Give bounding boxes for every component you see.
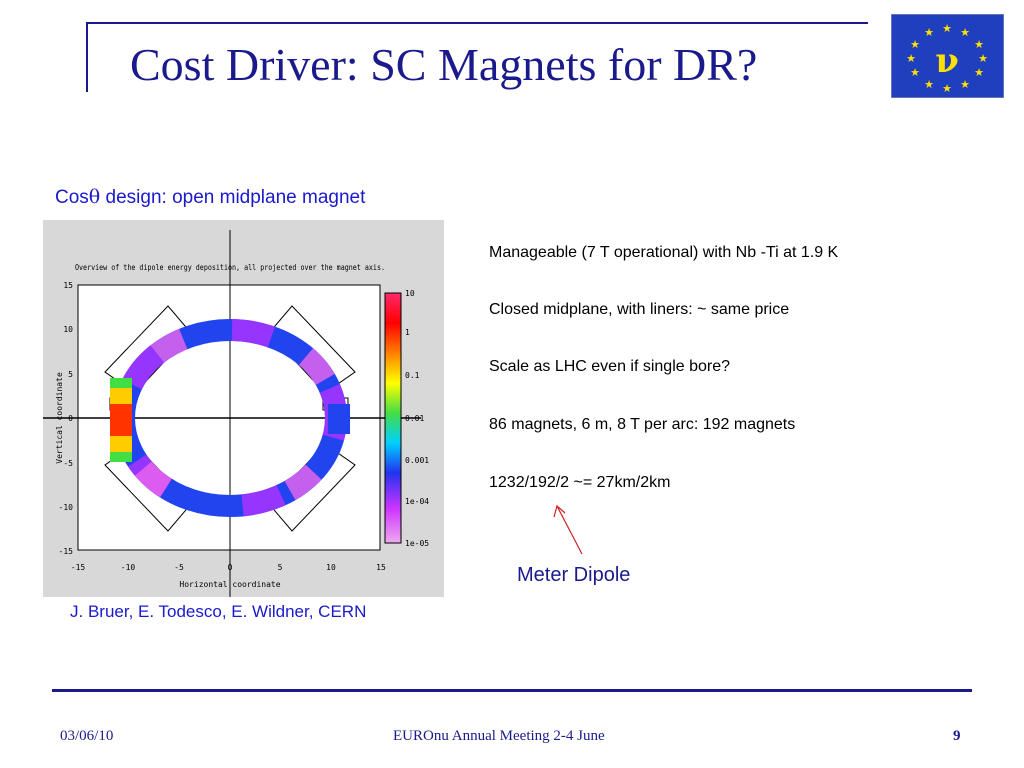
annotation-arrow: [553, 504, 583, 555]
bullet-3: Scale as LHC even if single bore?: [489, 358, 731, 375]
footer-date: 03/06/10: [60, 728, 114, 744]
svg-text:★: ★: [974, 66, 984, 79]
y-tick-15: 15: [63, 281, 73, 290]
x-tick-neg5: -5: [174, 563, 184, 572]
plot-caption: Cosθ design: open midplane magnet: [55, 186, 366, 208]
svg-text:★: ★: [974, 38, 984, 51]
plot-title: Overview of the dipole energy deposition…: [75, 263, 385, 272]
svg-text:★: ★: [910, 66, 920, 79]
y-tick-5: 5: [68, 370, 73, 379]
bullet-1: Manageable (7 T operational) with Nb -Ti…: [489, 244, 839, 261]
colorbar-label-10: 10: [405, 289, 415, 298]
x-tick-15: 15: [376, 563, 386, 572]
x-axis-label: Horizontal coordinate: [179, 580, 280, 589]
x-tick-neg10: -10: [121, 563, 136, 572]
colorbar-label-1e-05: 1e-05: [405, 539, 429, 548]
y-tick-neg10: -10: [59, 503, 74, 512]
y-axis-label: Vertical coordinate: [55, 372, 64, 464]
y-tick-10: 10: [63, 325, 73, 334]
y-tick-0: 0: [68, 414, 73, 423]
euronu-logo: ★ ★ ★ ★ ★ ★ ★ ★ ★ ★ ★ ★ ν: [891, 14, 1004, 98]
y-tick-neg15: -15: [59, 547, 74, 556]
svg-text:★: ★: [924, 26, 934, 39]
footer-event: EUROnu Annual Meeting 2-4 June: [393, 728, 605, 744]
svg-text:★: ★: [960, 78, 970, 91]
meter-dipole-annotation: Meter Dipole: [517, 564, 631, 586]
svg-text:★: ★: [924, 78, 934, 91]
colorbar-label-0.01: 0.01: [405, 414, 424, 423]
bullet-2: Closed midplane, with liners: ~ same pri…: [489, 301, 790, 318]
energy-deposition-plot: Overview of the dipole energy deposition…: [43, 230, 429, 597]
colorbar-label-0.001: 0.001: [405, 456, 429, 465]
svg-text:★: ★: [910, 38, 920, 51]
x-tick-10: 10: [326, 563, 336, 572]
colorbar-label-1: 1: [405, 328, 410, 337]
footer-rule: [52, 689, 972, 692]
x-tick-5: 5: [278, 563, 283, 572]
svg-text:★: ★: [906, 52, 916, 65]
svg-text:★: ★: [942, 82, 952, 95]
credit-line: J. Bruer, E. Todesco, E. Wildner, CERN: [70, 602, 367, 621]
x-tick-0: 0: [228, 563, 233, 572]
colorbar-label-0.1: 0.1: [405, 371, 420, 380]
slide-number: 9: [953, 728, 961, 744]
bullet-4: 86 magnets, 6 m, 8 T per arc: 192 magnet…: [489, 416, 796, 433]
title-rule: [88, 22, 868, 24]
svg-text:★: ★: [978, 52, 988, 65]
title-accent-bar: [86, 22, 88, 92]
bullet-5: 1232/192/2 ~= 27km/2km: [489, 474, 671, 491]
x-tick-neg15: -15: [71, 563, 86, 572]
slide-title: Cost Driver: SC Magnets for DR?: [130, 39, 758, 90]
logo-nu-symbol: ν: [935, 41, 959, 81]
svg-text:★: ★: [960, 26, 970, 39]
y-tick-neg5: -5: [63, 459, 73, 468]
colorbar-label-1e-04: 1e-04: [405, 497, 429, 506]
svg-text:★: ★: [942, 22, 952, 35]
